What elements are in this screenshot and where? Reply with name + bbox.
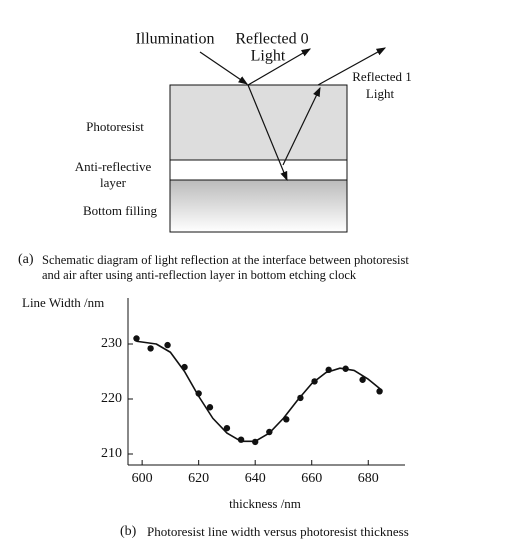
x-tick-label: 680 <box>358 471 379 486</box>
fit-curve <box>136 340 383 443</box>
label: Illumination <box>135 31 214 48</box>
caption-tag: (a) <box>18 252 34 267</box>
label: layer <box>100 175 127 190</box>
data-point <box>342 365 349 372</box>
data-point <box>251 438 259 446</box>
arrow <box>282 86 321 166</box>
photoresist-layer <box>169 84 348 161</box>
chart: Line Width /nm thickness /nm (b) Photore… <box>22 295 409 539</box>
data-point <box>376 388 383 395</box>
bottom-layer <box>169 179 348 233</box>
arrow <box>317 47 387 86</box>
x-tick-label: 640 <box>245 471 266 486</box>
label: Bottom filling <box>83 203 158 218</box>
x-tick-label: 660 <box>301 471 322 486</box>
caption-tag: (b) <box>120 524 137 539</box>
y-tick-label: 220 <box>101 391 122 406</box>
caption: Photoresist line width versus photoresis… <box>147 524 409 539</box>
x-tick-label: 600 <box>132 471 153 486</box>
label: Light <box>366 86 395 101</box>
arrow <box>247 84 288 182</box>
arrow <box>199 51 248 85</box>
data-point <box>297 394 304 402</box>
data-point <box>311 378 318 385</box>
arrow <box>247 48 312 86</box>
label: Reflected 1 <box>352 69 412 84</box>
y-axis-label: Line Width /nm <box>22 295 104 310</box>
data-point <box>195 390 202 397</box>
y-tick-label: 230 <box>101 336 122 351</box>
data-point <box>223 424 231 432</box>
data-point <box>147 345 154 352</box>
data-point <box>283 416 290 423</box>
data-point <box>133 335 140 342</box>
anti-reflective-layer <box>169 159 348 181</box>
caption: Schematic diagram of light reflection at… <box>42 253 409 267</box>
diagram: Illumination Reflected 0 Light Reflected… <box>18 31 412 282</box>
label: Reflected 0 <box>235 31 308 48</box>
data-point <box>181 363 188 371</box>
caption: and air after using anti-reflection laye… <box>42 268 357 282</box>
x-tick-label: 620 <box>188 471 209 486</box>
y-tick-label: 210 <box>101 446 122 461</box>
x-axis-label: thickness /nm <box>229 496 301 511</box>
label: Photoresist <box>86 119 144 134</box>
label: Anti-reflective <box>75 159 152 174</box>
data-point <box>206 404 214 411</box>
data-point <box>325 366 332 374</box>
data-point <box>359 376 366 383</box>
data-point <box>266 428 273 436</box>
label: Light <box>251 48 286 65</box>
data-point <box>164 341 171 349</box>
data-point <box>237 436 245 443</box>
